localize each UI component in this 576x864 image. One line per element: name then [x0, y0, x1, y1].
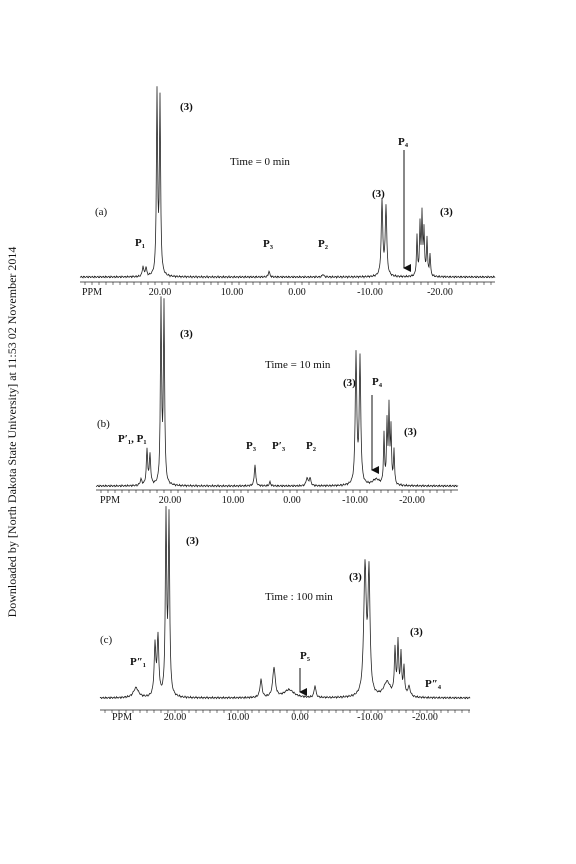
peak-label: (3) [410, 626, 423, 638]
peak-label: P₂ [318, 238, 329, 250]
tick-label: 0.00 [283, 495, 301, 506]
tick-label: -10.00 [357, 712, 383, 723]
peak-label: P₃ [246, 440, 257, 452]
axis-unit: PPM [112, 712, 132, 723]
axis-unit: PPM [100, 495, 120, 506]
peak-label: P″₁ [130, 656, 146, 668]
panel-label: (c) [100, 634, 113, 646]
peak-label: (3) [372, 188, 385, 200]
panel-label: (b) [97, 418, 110, 430]
axis-unit: PPM [82, 287, 102, 298]
peak-label: P₃ [263, 238, 274, 250]
peak-label: (3) [404, 426, 417, 438]
tick-label: -20.00 [399, 495, 425, 506]
peak-label: P′₁, P₁ [118, 433, 147, 445]
time-label: Time = 0 min [230, 156, 290, 168]
tick-label: -20.00 [427, 287, 453, 298]
peak-label: P₅ [300, 650, 311, 662]
tick-label: 10.00 [227, 712, 250, 723]
tick-label: -20.00 [412, 712, 438, 723]
peak-label: (3) [440, 206, 453, 218]
tick-label: -10.00 [342, 495, 368, 506]
side-note: Downloaded by [North Dakota State Univer… [5, 247, 19, 618]
tick-label: 0.00 [291, 712, 309, 723]
tick-label: 20.00 [159, 495, 182, 506]
tick-label: 20.00 [164, 712, 187, 723]
peak-label: P′₃ [272, 440, 286, 452]
peak-label: (3) [343, 377, 356, 389]
peak-label: (3) [180, 101, 193, 113]
peak-label: P″₄ [425, 678, 442, 690]
spectrum-trace [99, 506, 471, 700]
spectrum-trace [79, 86, 496, 279]
panel-label: (a) [95, 206, 108, 218]
tick-label: 20.00 [149, 287, 172, 298]
time-label: Time : 100 min [265, 591, 333, 603]
peak-label: P₂ [306, 440, 317, 452]
peak-label: (3) [180, 328, 193, 340]
spectrum-trace [95, 296, 459, 488]
tick-label: 10.00 [222, 495, 245, 506]
tick-label: 10.00 [221, 287, 244, 298]
time-label: Time = 10 min [265, 359, 331, 371]
tick-label: -10.00 [357, 287, 383, 298]
peak-label: (3) [186, 535, 199, 547]
peak-label: P₁ [135, 237, 145, 249]
peak-label: (3) [349, 571, 362, 583]
peak-label: P₄ [398, 136, 409, 148]
tick-label: 0.00 [288, 287, 306, 298]
peak-label: P₄ [372, 376, 383, 388]
